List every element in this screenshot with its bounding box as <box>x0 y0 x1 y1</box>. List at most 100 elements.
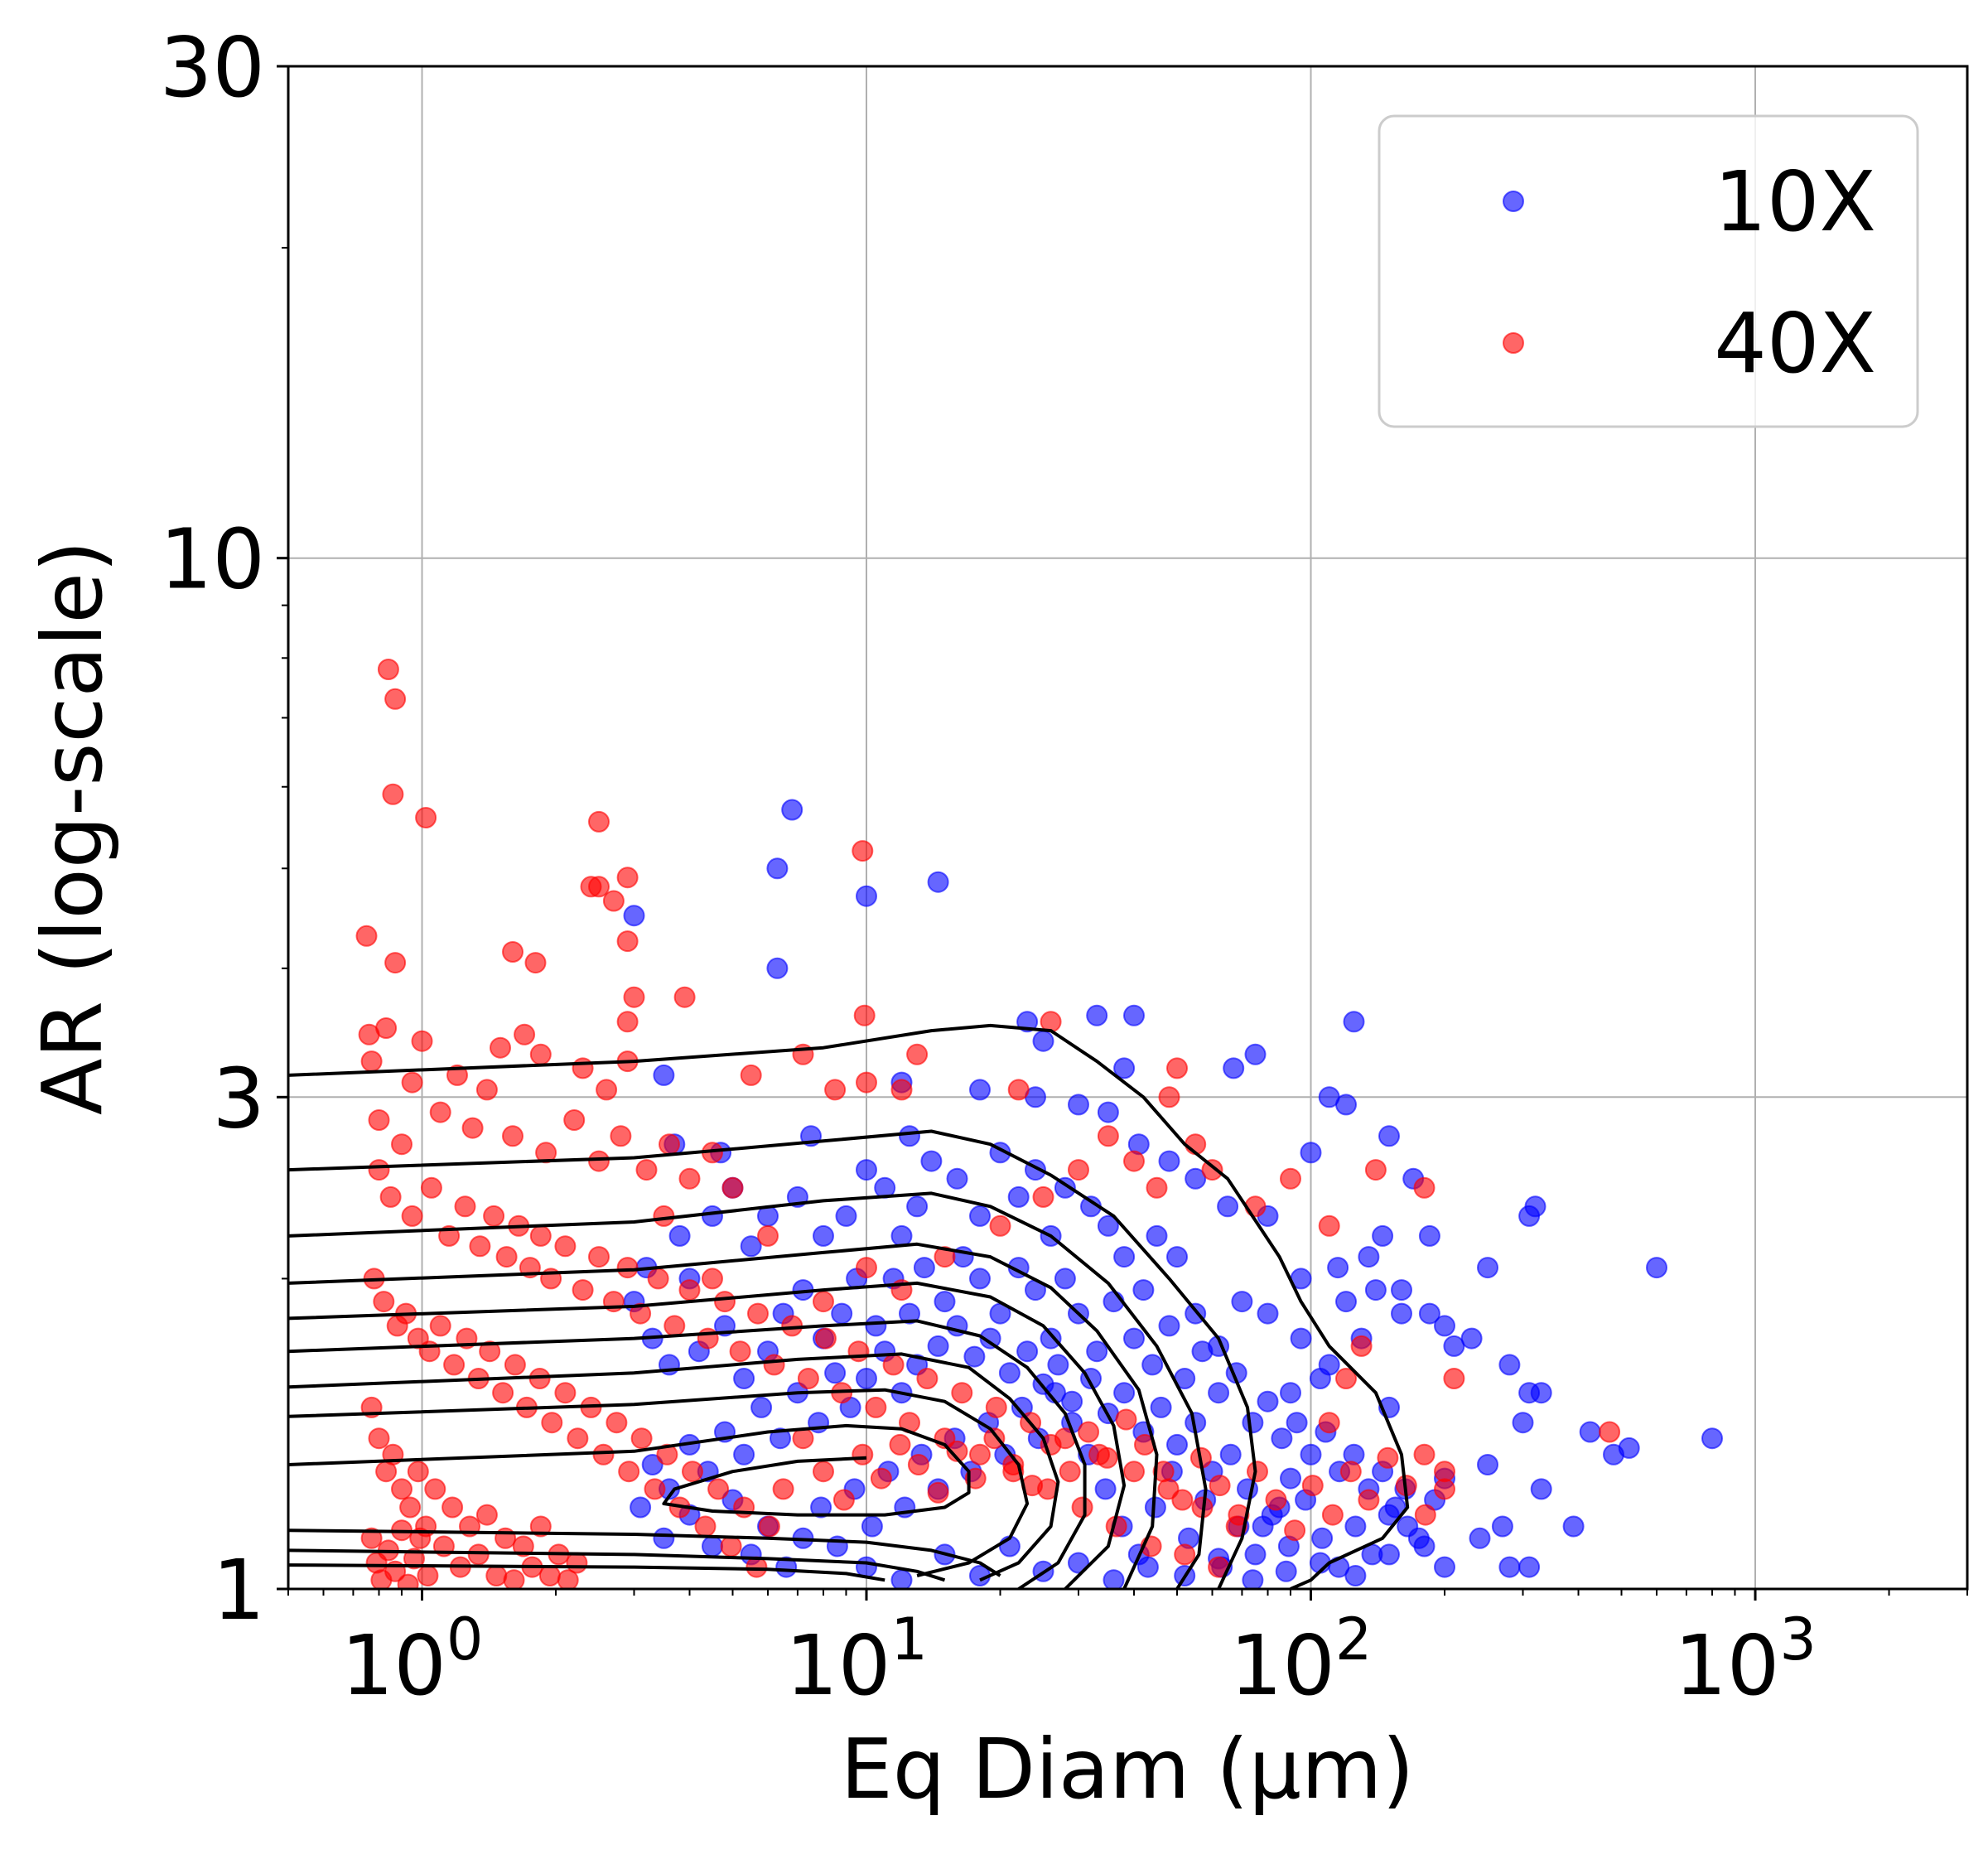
y-tick-labels: 1 3 10 30 <box>160 19 265 1639</box>
point-40x <box>1166 1057 1188 1079</box>
point-10x <box>766 857 789 880</box>
point-40x <box>747 1302 769 1325</box>
point-10x <box>1290 1327 1312 1350</box>
point-40x <box>623 986 645 1008</box>
point-10x <box>1007 1186 1030 1208</box>
point-10x <box>1530 1478 1552 1500</box>
point-40x <box>1301 1475 1324 1497</box>
point-10x <box>1123 1327 1145 1350</box>
point-40x <box>946 1440 968 1462</box>
point-40x <box>934 1246 956 1268</box>
point-10x <box>653 1527 675 1549</box>
point-40x <box>495 1246 518 1268</box>
point-40x <box>635 1159 658 1181</box>
point-10x <box>1327 1257 1349 1279</box>
point-40x <box>1201 1159 1223 1181</box>
point-40x <box>424 1478 446 1500</box>
point-10x <box>1271 1427 1293 1450</box>
point-10x <box>770 1427 791 1450</box>
point-10x <box>856 1159 877 1181</box>
point-40x <box>479 1340 501 1363</box>
point-40x <box>397 1573 419 1589</box>
point-10x <box>1158 1150 1180 1172</box>
point-10x <box>890 1224 913 1247</box>
point-40x <box>656 1443 678 1466</box>
point-10x <box>1103 1569 1125 1589</box>
contour-line <box>288 1352 1060 1582</box>
legend-marker-10x <box>1503 191 1524 212</box>
point-10x <box>1219 1443 1242 1466</box>
point-40x <box>1364 1159 1387 1181</box>
point-10x <box>1061 1390 1083 1412</box>
point-40x <box>673 986 696 1008</box>
point-40x <box>529 1515 552 1538</box>
point-10x <box>733 1368 755 1389</box>
point-10x <box>1040 1327 1062 1350</box>
point-10x <box>1097 1214 1119 1237</box>
point-40x <box>475 1504 498 1526</box>
point-40x <box>401 1071 423 1094</box>
point-40x <box>1068 1159 1089 1181</box>
point-10x <box>1335 1291 1357 1313</box>
point-40x <box>694 1515 717 1538</box>
point-40x <box>602 890 625 912</box>
point-10x <box>1618 1437 1640 1459</box>
point-10x <box>1068 1552 1089 1574</box>
point-40x <box>772 1478 794 1500</box>
point-10x <box>1113 1382 1136 1404</box>
point-10x <box>831 1302 853 1325</box>
plot-frame <box>287 65 1969 1591</box>
point-10x <box>1086 1004 1108 1026</box>
point-40x <box>721 1176 744 1199</box>
point-40x <box>368 1159 390 1181</box>
point-40x <box>907 1454 929 1475</box>
point-40x <box>1599 1421 1621 1443</box>
contour-line <box>288 1129 1257 1589</box>
point-40x <box>379 1186 402 1208</box>
point-40x <box>989 1214 1011 1237</box>
point-40x <box>916 1368 939 1389</box>
point-10x <box>1231 1291 1253 1313</box>
point-10x <box>927 1335 949 1357</box>
point-10x <box>824 1362 847 1384</box>
point-40x <box>616 1257 639 1279</box>
point-40x <box>401 1205 423 1227</box>
contour-line <box>288 1548 946 1582</box>
point-10x <box>740 1235 762 1258</box>
point-10x <box>813 1224 834 1247</box>
point-40x <box>483 1205 505 1227</box>
point-40x <box>882 1354 905 1376</box>
point-40x <box>1228 1504 1250 1526</box>
point-10x <box>1191 1340 1214 1363</box>
point-40x <box>702 1268 723 1290</box>
point-40x <box>659 1133 680 1156</box>
point-40x <box>415 807 437 828</box>
point-10x <box>963 1345 986 1368</box>
point-40x <box>566 1552 588 1574</box>
point-40x <box>442 1496 464 1519</box>
point-10x <box>1113 1246 1136 1268</box>
point-40x <box>1335 1368 1357 1389</box>
point-10x <box>1518 1205 1541 1227</box>
point-10x <box>1242 1412 1264 1434</box>
point-40x <box>856 1071 877 1094</box>
point-10x <box>1158 1315 1180 1337</box>
point-40x <box>588 876 610 898</box>
point-40x <box>554 1382 577 1404</box>
point-40x <box>682 1461 703 1483</box>
point-40x <box>647 1268 669 1290</box>
point-10x <box>1498 1556 1521 1578</box>
point-40x <box>1059 1461 1081 1483</box>
point-40x <box>1032 1186 1054 1208</box>
contour-line <box>288 1023 1410 1589</box>
point-40x <box>797 1368 819 1389</box>
point-40x <box>360 1050 383 1073</box>
point-40x <box>567 1427 589 1450</box>
point-40x <box>492 1382 514 1404</box>
point-40x <box>1146 1176 1168 1199</box>
point-40x <box>906 1043 929 1065</box>
point-40x <box>653 1205 675 1227</box>
point-10x <box>946 1167 968 1190</box>
point-40x <box>1321 1504 1344 1526</box>
y-tick-label: 1 <box>212 1542 265 1639</box>
